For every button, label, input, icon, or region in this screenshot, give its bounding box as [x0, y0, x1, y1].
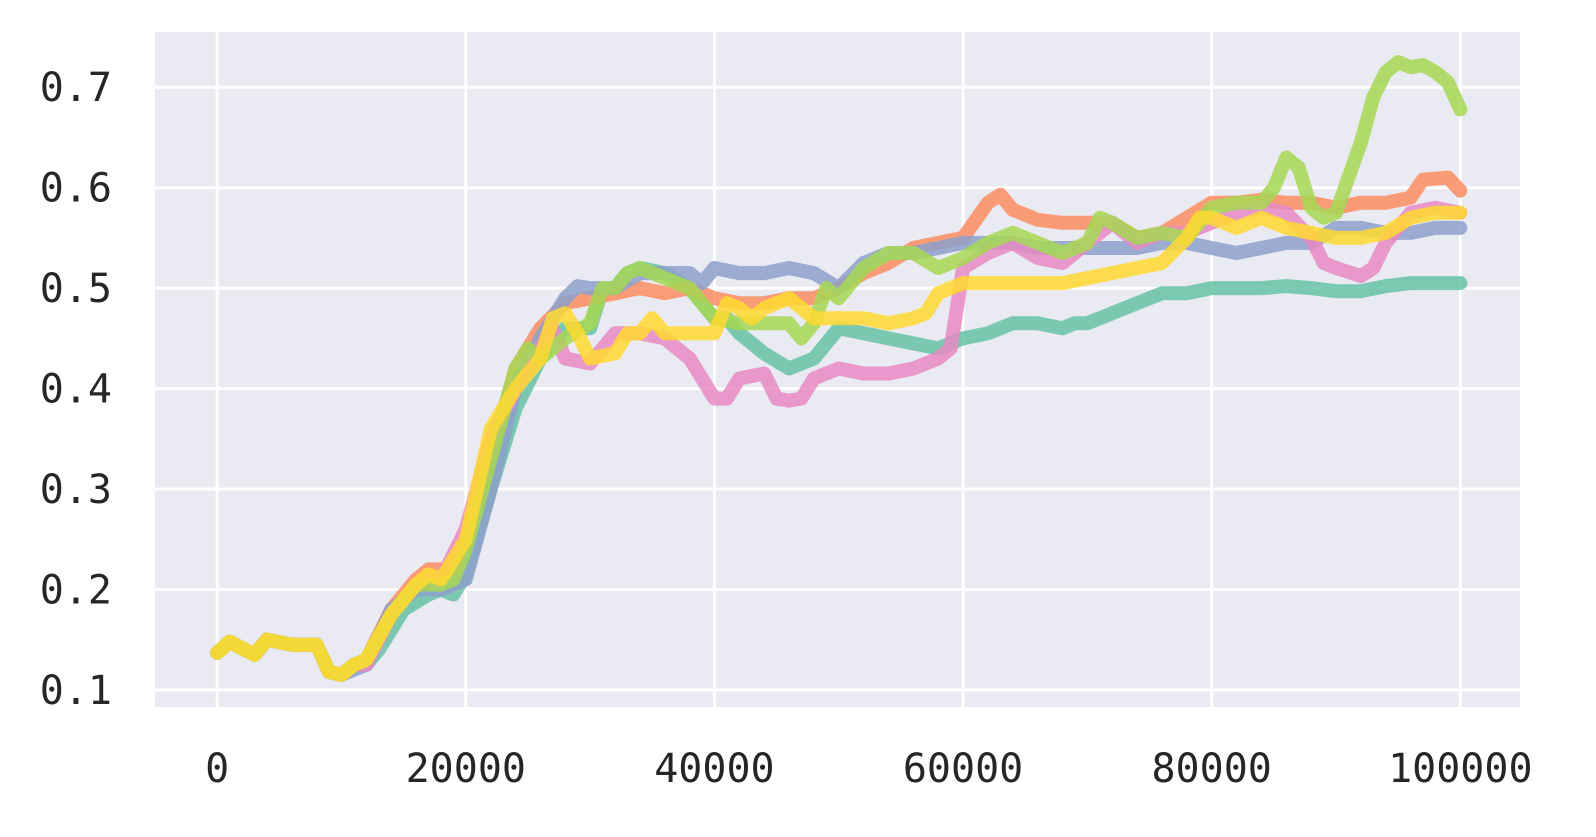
- x-tick-label: 40000: [654, 746, 774, 792]
- y-tick-label: 0.6: [40, 166, 112, 212]
- series-line-6: [210, 205, 1468, 682]
- x-tick-label: 60000: [903, 746, 1023, 792]
- y-axis-ticks: 0.1 0.2 0.3 0.4 0.5 0.6 0.7: [40, 65, 112, 714]
- x-tick-label: 20000: [406, 746, 526, 792]
- y-tick-label: 0.3: [40, 467, 112, 513]
- x-tick-label: 100000: [1388, 746, 1533, 792]
- x-axis-ticks: 0 20000 40000 60000 80000 100000: [205, 746, 1532, 792]
- series-layer: [210, 55, 1468, 682]
- x-tick-label: 0: [205, 746, 229, 792]
- x-tick-label: 80000: [1151, 746, 1271, 792]
- y-tick-label: 0.4: [40, 367, 112, 413]
- y-tick-label: 0.1: [40, 668, 112, 714]
- y-tick-label: 0.7: [40, 65, 112, 111]
- y-tick-label: 0.2: [40, 567, 112, 613]
- y-tick-label: 0.5: [40, 266, 112, 312]
